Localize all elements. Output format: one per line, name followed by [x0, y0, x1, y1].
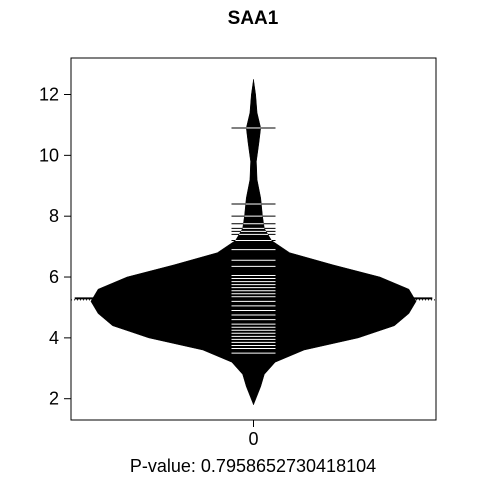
y-tick-label-2: 2 — [49, 389, 59, 409]
y-tick-label-12: 12 — [39, 85, 59, 105]
y-tick-label-10: 10 — [39, 145, 59, 165]
x-axis: 01 — [248, 420, 259, 449]
beans-layer — [71, 79, 436, 406]
plot-frame — [70, 57, 437, 421]
y-axis: 2 4 6 8 10 12 — [39, 85, 71, 409]
bean-shape-0 — [90, 79, 417, 406]
x-axis-label: P-value: 0.7958652730418104 — [130, 456, 376, 476]
y-tick-label-4: 4 — [49, 328, 59, 348]
chart-title: SAA1 — [228, 8, 279, 29]
x-tick-label-0: 0 — [248, 429, 258, 449]
y-tick-label-6: 6 — [49, 267, 59, 287]
y-tick-label-8: 8 — [49, 206, 59, 226]
